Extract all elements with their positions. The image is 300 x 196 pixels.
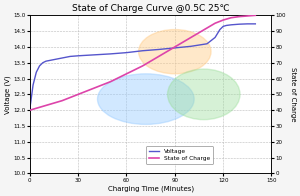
Ellipse shape [168,69,240,120]
Ellipse shape [98,74,194,124]
Y-axis label: Voltage (V): Voltage (V) [4,75,11,114]
Ellipse shape [139,30,211,74]
Title: State of Charge Curve @0.5C 25℃: State of Charge Curve @0.5C 25℃ [72,4,230,13]
Y-axis label: State of Charge: State of Charge [290,67,296,122]
X-axis label: Charging Time (Minutes): Charging Time (Minutes) [108,185,194,192]
Legend: Voltage, State of Charge: Voltage, State of Charge [146,146,213,164]
